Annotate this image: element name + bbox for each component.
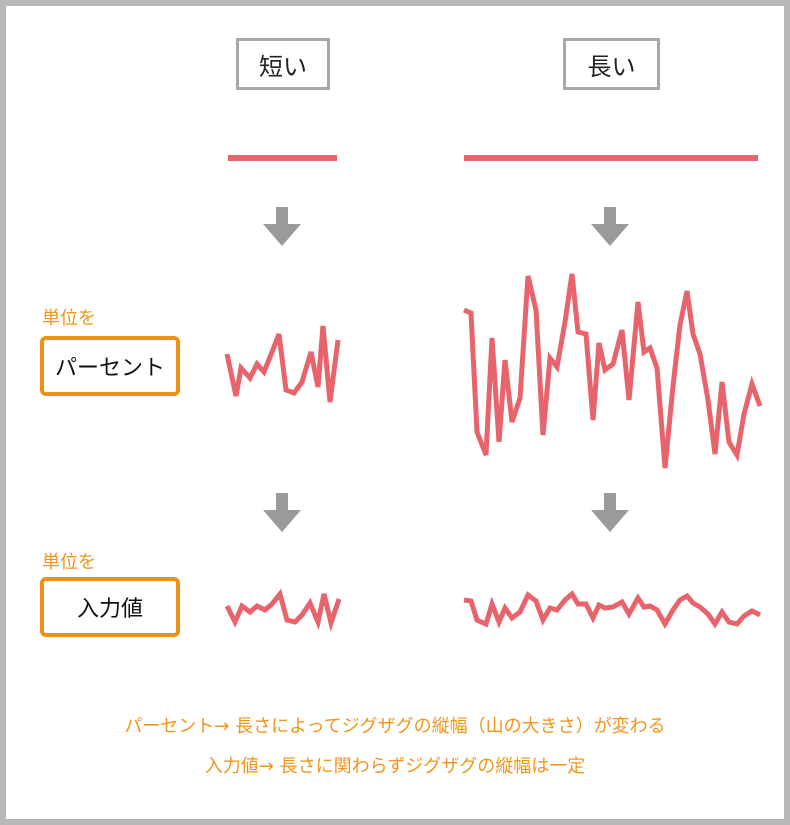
zigzag-input-long	[463, 590, 762, 630]
caption-input: 入力値→ 長さに関わらずジグザグの縦幅は一定	[204, 756, 586, 777]
unit-box-percent: パーセント	[40, 336, 180, 396]
zigzag-percent-short	[224, 325, 341, 403]
unit-label-percent: 単位を	[42, 308, 96, 329]
down-arrow-icon	[591, 493, 629, 532]
zigzag-input-short	[224, 588, 342, 633]
unit-value-percent: パーセント	[54, 356, 165, 381]
zigzag-percent-long	[463, 273, 763, 469]
down-arrow-icon	[263, 207, 301, 246]
caption-percent: パーセント→ 長さによってジグザグの縦幅（山の大きさ）が変わる	[124, 716, 666, 737]
down-arrow-icon	[591, 207, 629, 246]
header-short-label: 短い	[259, 52, 307, 81]
down-arrow-icon	[263, 493, 301, 532]
unit-value-input: 入力値	[76, 597, 143, 622]
header-long-label: 長い	[587, 52, 636, 81]
header-long: 長い	[563, 38, 660, 90]
unit-box-input: 入力値	[40, 577, 180, 637]
header-short: 短い	[236, 38, 330, 90]
unit-label-input: 単位を	[42, 552, 96, 573]
